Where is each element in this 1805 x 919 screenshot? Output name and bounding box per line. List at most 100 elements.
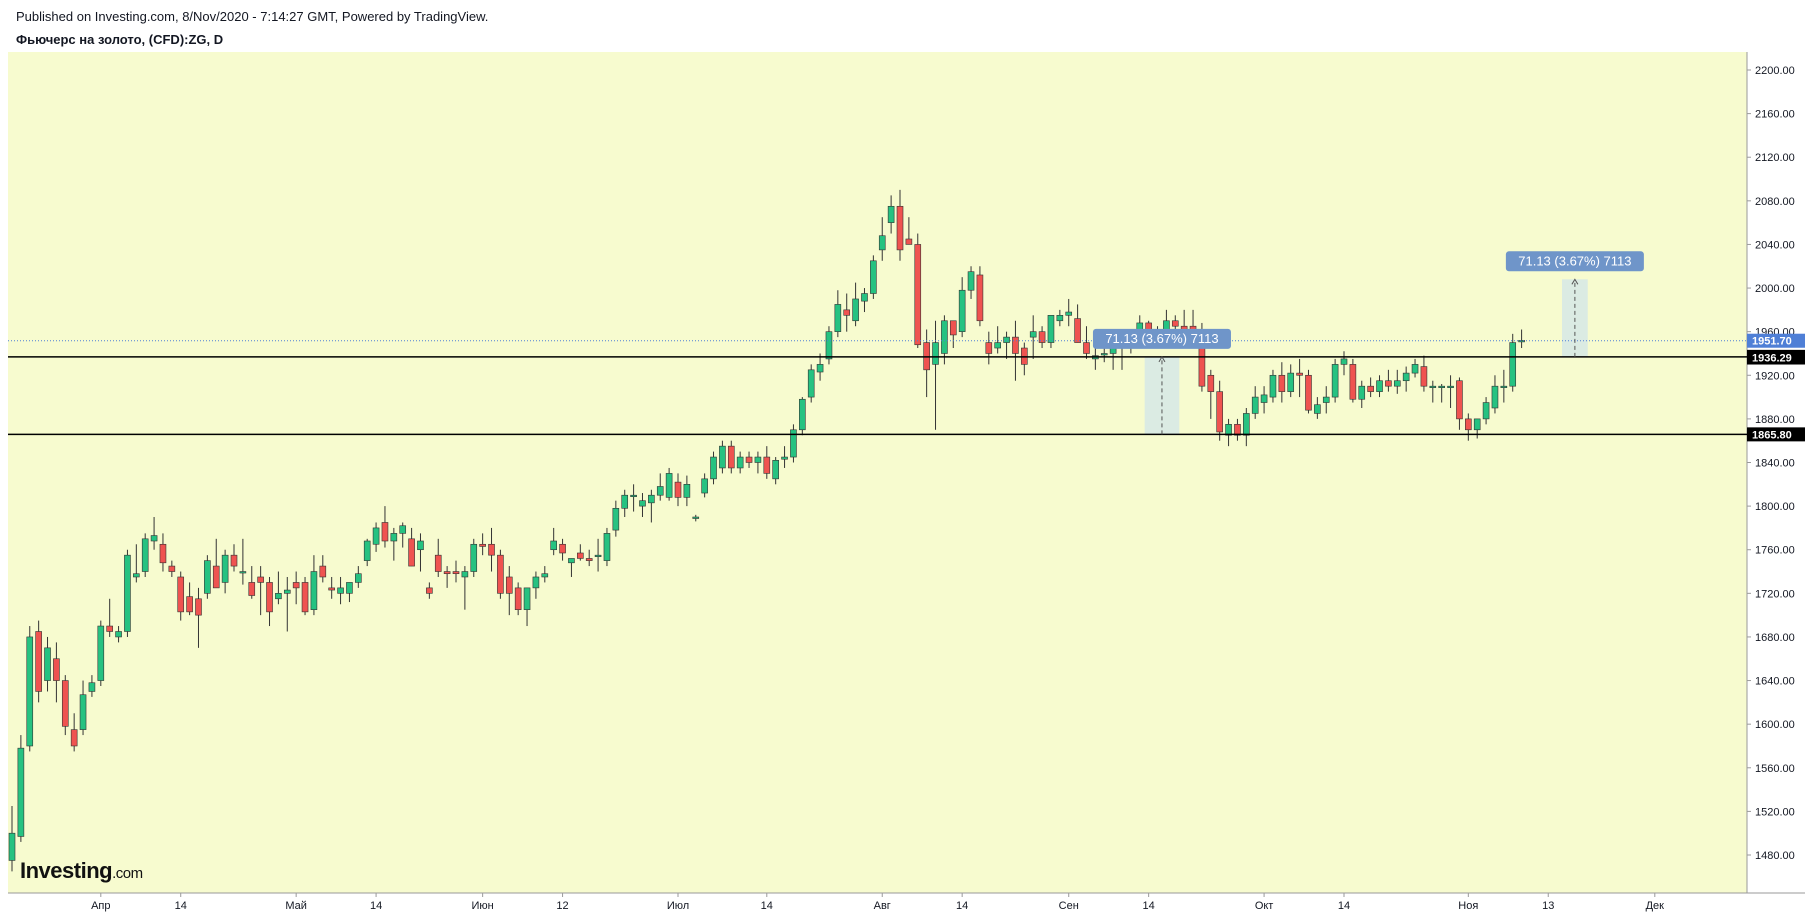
candle[interactable] <box>994 326 1001 354</box>
candle[interactable] <box>230 544 238 572</box>
candle[interactable] <box>958 277 966 338</box>
candle[interactable] <box>301 576 309 616</box>
candle[interactable] <box>834 290 842 338</box>
candle[interactable] <box>745 451 753 468</box>
candle[interactable] <box>434 538 442 577</box>
candle[interactable] <box>1287 364 1295 398</box>
candle[interactable] <box>61 675 69 736</box>
candle[interactable] <box>612 500 620 537</box>
candle[interactable] <box>177 571 185 621</box>
candle[interactable] <box>17 735 25 842</box>
candle[interactable] <box>79 680 87 736</box>
candle[interactable] <box>35 620 42 703</box>
candle[interactable] <box>825 326 833 365</box>
candle[interactable] <box>1225 418 1232 447</box>
candle[interactable] <box>1251 386 1259 419</box>
candle[interactable] <box>505 566 513 616</box>
candle[interactable] <box>1038 326 1046 349</box>
candle[interactable] <box>976 266 984 327</box>
candle[interactable] <box>70 713 78 752</box>
candle[interactable] <box>479 533 486 556</box>
candle[interactable] <box>932 320 939 430</box>
candle[interactable] <box>1305 369 1312 414</box>
candle[interactable] <box>568 558 575 577</box>
candle[interactable] <box>1402 366 1410 392</box>
candle[interactable] <box>550 527 557 556</box>
candle[interactable] <box>363 538 371 567</box>
candle[interactable] <box>1518 329 1525 349</box>
candle[interactable] <box>248 566 256 599</box>
candle[interactable] <box>1393 369 1401 394</box>
candle[interactable] <box>1509 333 1517 392</box>
candle[interactable] <box>701 473 708 498</box>
candle[interactable] <box>390 527 398 561</box>
candle[interactable] <box>594 538 602 572</box>
candle[interactable] <box>843 293 851 332</box>
candle[interactable] <box>470 538 478 577</box>
candle[interactable] <box>905 217 913 245</box>
candle[interactable] <box>204 555 211 599</box>
candle[interactable] <box>630 484 637 512</box>
candle[interactable] <box>1420 355 1428 392</box>
candle[interactable] <box>852 282 859 327</box>
candle[interactable] <box>221 549 229 594</box>
candle[interactable] <box>692 514 700 522</box>
candle[interactable] <box>168 560 176 577</box>
candle[interactable] <box>887 195 895 234</box>
candle[interactable] <box>577 544 584 561</box>
candle[interactable] <box>319 555 327 583</box>
candle[interactable] <box>44 636 51 692</box>
candle[interactable] <box>665 467 673 501</box>
candle[interactable] <box>1083 326 1090 359</box>
candle[interactable] <box>461 566 469 610</box>
candle[interactable] <box>133 544 140 583</box>
candle[interactable] <box>1260 386 1268 414</box>
candle[interactable] <box>1340 351 1348 376</box>
candle[interactable] <box>878 217 886 261</box>
candle[interactable] <box>1447 375 1454 408</box>
candle[interactable] <box>727 440 735 474</box>
candle[interactable] <box>1438 384 1445 403</box>
candle[interactable] <box>328 576 335 599</box>
candle[interactable] <box>710 451 717 485</box>
candle[interactable] <box>648 489 655 523</box>
candle[interactable] <box>346 582 353 603</box>
candle[interactable] <box>53 642 60 703</box>
candle[interactable] <box>719 440 726 474</box>
candle[interactable] <box>603 527 611 567</box>
candle[interactable] <box>283 576 291 632</box>
candle[interactable] <box>1385 369 1392 392</box>
candle[interactable] <box>896 189 904 261</box>
candle[interactable] <box>239 538 247 585</box>
candle[interactable] <box>763 446 771 479</box>
candle[interactable] <box>1411 358 1419 378</box>
candle[interactable] <box>186 582 193 616</box>
candle[interactable] <box>639 493 646 518</box>
candle[interactable] <box>159 533 167 572</box>
candle[interactable] <box>870 255 877 299</box>
candle[interactable] <box>861 288 868 313</box>
candle[interactable] <box>141 533 149 577</box>
candle[interactable] <box>408 527 415 567</box>
candle[interactable] <box>1500 369 1508 403</box>
candle[interactable] <box>497 549 504 599</box>
candle[interactable] <box>88 675 96 697</box>
candle[interactable] <box>967 266 975 299</box>
candle[interactable] <box>124 549 131 637</box>
candle[interactable] <box>1367 377 1374 398</box>
candle[interactable] <box>1047 315 1055 349</box>
candle[interactable] <box>443 566 451 588</box>
candle[interactable] <box>1029 315 1037 359</box>
candle[interactable] <box>807 364 815 403</box>
candle[interactable] <box>1269 369 1277 403</box>
candle[interactable] <box>292 571 300 605</box>
candle[interactable] <box>656 473 664 501</box>
candle[interactable] <box>275 571 282 605</box>
candle[interactable] <box>150 517 158 550</box>
candle[interactable] <box>452 560 460 583</box>
candle[interactable] <box>1074 304 1081 343</box>
candle[interactable] <box>1331 358 1339 403</box>
candle[interactable] <box>683 475 691 507</box>
candle[interactable] <box>355 566 362 588</box>
candle[interactable] <box>1314 397 1321 419</box>
